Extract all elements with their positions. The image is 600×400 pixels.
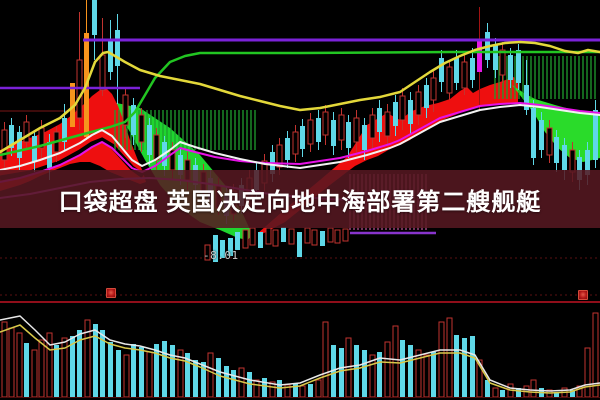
vol-ma-yellow: [0, 324, 600, 394]
ma-white: [0, 104, 600, 171]
red-cloud-left: [0, 88, 146, 191]
ma-green: [0, 50, 600, 157]
indicator-strip-bars: [204, 227, 349, 262]
vol-ma-white: [0, 315, 600, 392]
ma-yellow: [0, 40, 600, 154]
